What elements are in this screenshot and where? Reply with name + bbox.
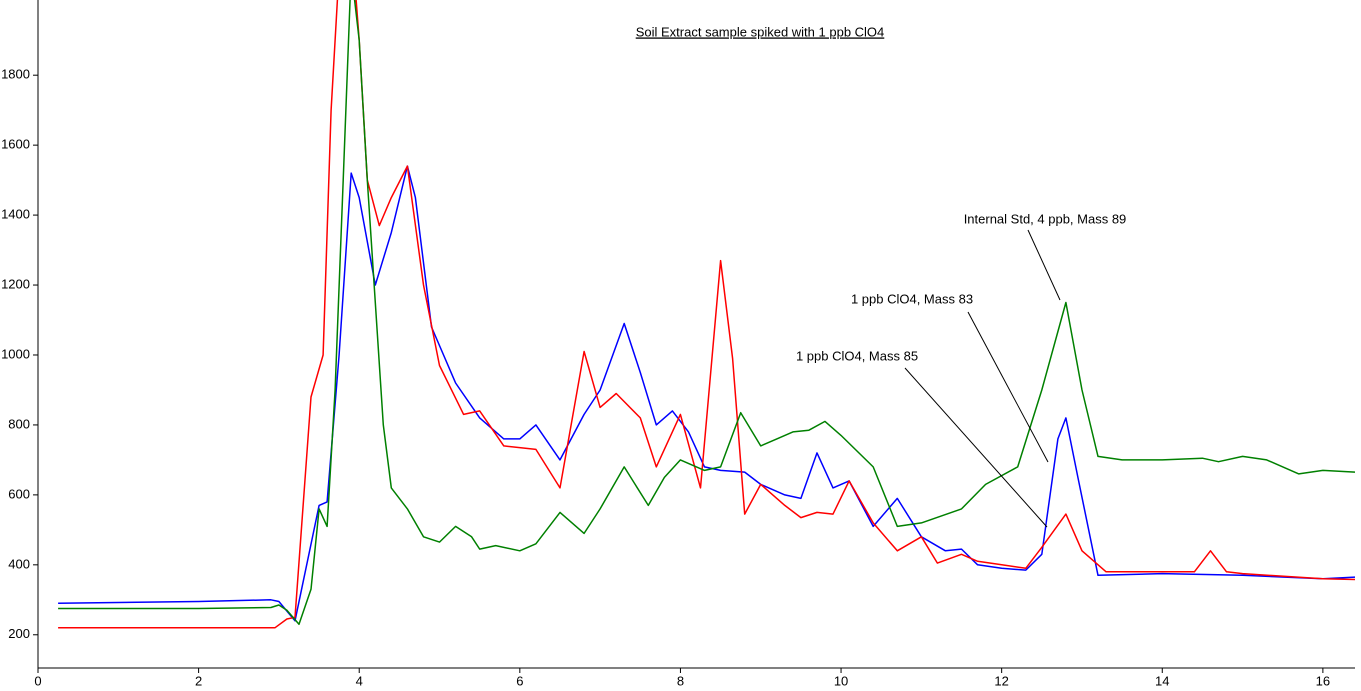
y-tick-label: 1200 [1,276,30,291]
y-tick-label: 1600 [1,137,30,152]
y-tick-label: 600 [8,486,30,501]
series-line [58,165,1355,622]
x-tick-label: 10 [834,673,848,688]
y-tick-label: 200 [8,626,30,641]
leader-line [904,367,1048,528]
y-tick-label: 1800 [1,67,30,82]
y-tick-label: 400 [8,556,30,571]
x-tick-label: 6 [516,673,523,688]
x-tick-label: 12 [994,673,1008,688]
chart-title: Soil Extract sample spiked with 1 ppb Cl… [636,24,885,39]
plot-area [58,0,1355,629]
x-tick-label: 8 [677,673,684,688]
x-tick-label: 2 [195,673,202,688]
x-tick-label: 16 [1316,673,1330,688]
annotation: 1 ppb ClO4, Mass 85 [796,348,918,363]
series-line [58,0,1355,629]
y-tick-label: 800 [8,416,30,431]
leader-line [1027,229,1061,301]
x-tick-label: 14 [1155,673,1169,688]
annotation: Internal Std, 4 ppb, Mass 89 [964,211,1127,226]
y-tick-label: 1400 [1,207,30,222]
leader-line [967,311,1049,463]
x-tick-label: 4 [356,673,363,688]
series-line [58,0,1355,626]
y-tick-label: 1000 [1,346,30,361]
x-tick-label: 0 [34,673,41,688]
annotation: 1 ppb ClO4, Mass 83 [851,291,973,306]
